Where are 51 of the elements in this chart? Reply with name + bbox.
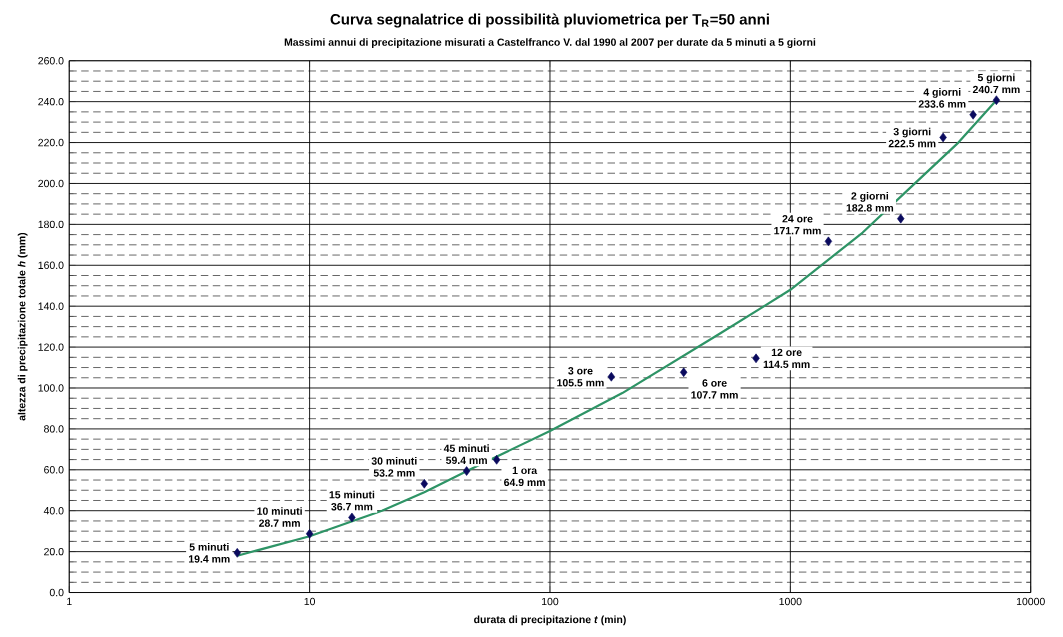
annotation: 5 giorni (977, 73, 1015, 84)
data-label: 233.6 mm (918, 100, 966, 108)
data-label: 53.2 mm (373, 469, 415, 477)
data-label: 182.8 mm (846, 204, 894, 212)
x-tick-label: 100 (542, 598, 559, 606)
y-tick-label: 140.0 (38, 302, 64, 311)
x-tick-label: 10000 (1016, 598, 1045, 606)
x-axis-title: durata di precipitazione t (min) (474, 615, 626, 626)
annotation: 30 minuti (371, 457, 417, 465)
y-tick-label: 80.0 (44, 425, 64, 433)
y-tick-label: 40.0 (43, 507, 64, 515)
data-label: 222.5 mm (888, 140, 936, 148)
annotation: 3 giorni (893, 127, 931, 138)
chart-title: Curva segnalatrice di possibilità pluviometrica per T$_{R}$=50 anni (330, 13, 769, 28)
annotation: 24 ore (782, 215, 813, 223)
data-label: 114.5 mm (763, 360, 810, 369)
x-tick-label: 10 (304, 598, 316, 606)
data-label: 240.7 mm (972, 85, 1020, 94)
y-tick-label: 160.0 (38, 261, 64, 270)
y-axis-title: altezza di precipitazione totale h (mm) (17, 233, 28, 421)
annotation: 3 ore (568, 367, 593, 375)
y-tick-label: 200.0 (38, 179, 64, 188)
annotation: 2 giorni (851, 192, 889, 202)
y-tick-label: 220.0 (38, 139, 64, 147)
annotation: 5 minuti (189, 543, 229, 551)
annotation: 45 minuti (443, 444, 489, 453)
annotation: 12 ore (771, 348, 802, 357)
chart-subtitle: Massimi annui di precipitazione misurati a Castelfranco V. dal 1990 al 2007 per durate da 5 minuti a 5 giorni (284, 38, 816, 49)
y-tick-label: 120.0 (38, 343, 64, 351)
y-tick-label: 60.0 (44, 466, 64, 474)
y-tick-label: 20.0 (44, 548, 64, 556)
data-label: 105.5 mm (557, 379, 604, 387)
annotation: 6 ore (702, 379, 727, 387)
data-label: 36.7 mm (331, 503, 373, 511)
annotation: 1 ora (512, 467, 538, 475)
annotation: 10 minuti (257, 507, 302, 516)
data-label: 28.7 mm (259, 519, 300, 527)
data-label: 19.4 mm (188, 555, 230, 563)
y-tick-label: 100.0 (38, 384, 64, 392)
x-tick-label: 1000 (779, 598, 802, 606)
y-tick-label: 240.0 (38, 98, 64, 106)
y-tick-label: 180.0 (38, 220, 64, 229)
data-label: 107.7 mm (691, 391, 738, 399)
annotation: 4 giorni (923, 88, 961, 99)
y-tick-label: 260.0 (38, 57, 64, 65)
x-tick-label: 1 (67, 598, 72, 606)
data-label: 64.9 mm (504, 478, 545, 487)
data-label: 171.7 mm (774, 227, 821, 235)
data-label: 59.4 mm (446, 456, 487, 465)
annotation: 15 minuti (329, 490, 375, 499)
y-tick-label: 0.0 (49, 589, 64, 597)
